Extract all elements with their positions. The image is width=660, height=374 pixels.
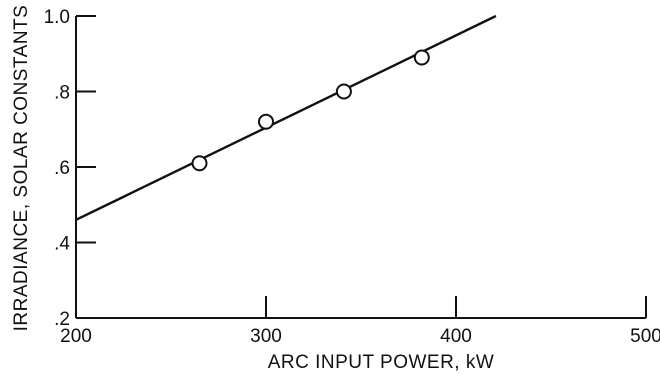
y-tick-label: .6 bbox=[54, 158, 70, 179]
y-tick-label: .2 bbox=[54, 309, 70, 330]
data-point bbox=[413, 49, 430, 66]
axes bbox=[75, 16, 646, 319]
fit-line bbox=[75, 14, 497, 221]
x-tick-label: 500 bbox=[630, 326, 660, 347]
data-point bbox=[335, 83, 352, 100]
x-tick-label: 300 bbox=[250, 326, 282, 347]
y-tick-label: .8 bbox=[54, 83, 70, 104]
x-tick-label: 400 bbox=[440, 326, 472, 347]
data-point bbox=[258, 113, 274, 130]
y-tick-label: 1.0 bbox=[44, 7, 70, 28]
y-axis-title: IRRADIANCE, SOLAR CONSTANTS bbox=[11, 5, 32, 332]
y-ticks: .2 .4 .6 .8 1.0 bbox=[44, 7, 96, 330]
y-tick-label: .4 bbox=[54, 234, 70, 255]
x-axis-title: ARC INPUT POWER, kW bbox=[268, 352, 495, 373]
data-points bbox=[191, 49, 430, 172]
x-tick-label: 200 bbox=[60, 326, 92, 347]
data-point bbox=[191, 155, 208, 172]
x-ticks: 200 300 400 500 bbox=[60, 296, 660, 347]
